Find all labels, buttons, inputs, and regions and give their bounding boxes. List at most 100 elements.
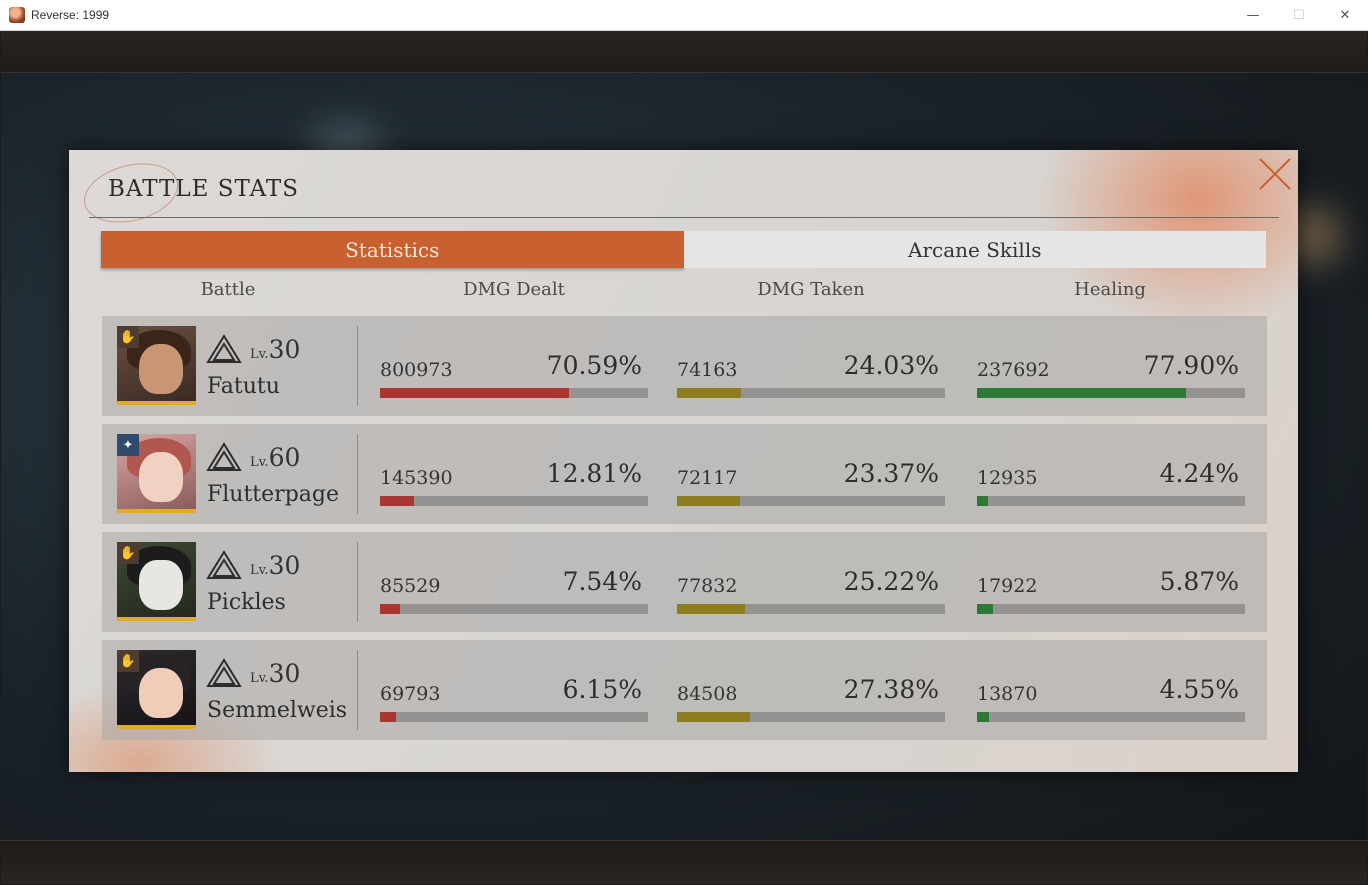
star-icon: ✦ xyxy=(117,434,139,456)
dmg-taken-bar xyxy=(677,496,945,506)
healing-stat: 13870 4.55% xyxy=(977,675,1245,725)
title-divider xyxy=(89,217,1279,218)
level-label: Lv.30 xyxy=(250,551,300,580)
dmg-dealt-stat: 800973 70.59% xyxy=(380,351,648,401)
row-divider xyxy=(357,434,358,514)
healing-stat: 17922 5.87% xyxy=(977,567,1245,617)
row-divider xyxy=(357,650,358,730)
hand-icon: ✋ xyxy=(117,542,139,564)
dmg-dealt-bar-fill xyxy=(380,712,397,722)
column-header-battle: Battle xyxy=(200,279,256,300)
dmg-taken-bar xyxy=(677,604,945,614)
portrait-art xyxy=(139,560,183,610)
tab-statistics[interactable]: Statistics xyxy=(101,231,684,268)
level-prefix: Lv. xyxy=(250,563,269,578)
dmg-dealt-value: 85529 xyxy=(380,575,441,597)
healing-percent: 77.90% xyxy=(1143,351,1239,380)
character-row: ✋ Lv.30 Fatutu 800973 70.59% 74163 24.03… xyxy=(102,316,1267,416)
healing-bar-fill xyxy=(977,496,989,506)
row-divider xyxy=(357,542,358,622)
healing-percent: 5.87% xyxy=(1159,567,1239,596)
dmg-dealt-stat: 69793 6.15% xyxy=(380,675,648,725)
rank-icon xyxy=(206,550,242,579)
healing-value: 13870 xyxy=(977,683,1038,705)
character-name: Fatutu xyxy=(207,374,280,399)
column-header-dmg-taken: DMG Taken xyxy=(757,279,865,300)
level-label: Lv.30 xyxy=(250,659,300,688)
tab-arcane-skills[interactable]: Arcane Skills xyxy=(683,231,1266,268)
level-value: 30 xyxy=(268,335,301,364)
dmg-taken-stat: 84508 27.38% xyxy=(677,675,945,725)
character-name: Flutterpage xyxy=(207,482,339,507)
dmg-dealt-stat: 85529 7.54% xyxy=(380,567,648,617)
dmg-dealt-stat: 145390 12.81% xyxy=(380,459,648,509)
healing-value: 17922 xyxy=(977,575,1038,597)
portrait-art xyxy=(139,344,183,394)
level-value: 30 xyxy=(268,551,301,580)
healing-percent: 4.55% xyxy=(1159,675,1239,704)
healing-value: 237692 xyxy=(977,359,1050,381)
rank-icon xyxy=(206,658,242,687)
minimize-button[interactable]: — xyxy=(1246,8,1260,23)
character-name: Semmelweis xyxy=(207,698,348,723)
dmg-taken-stat: 77832 25.22% xyxy=(677,567,945,617)
level-prefix: Lv. xyxy=(250,455,269,470)
dmg-dealt-percent: 6.15% xyxy=(562,675,642,704)
maximize-button[interactable]: ☐ xyxy=(1293,8,1305,23)
dmg-taken-value: 77832 xyxy=(677,575,738,597)
character-row: ✋ Lv.30 Semmelweis 69793 6.15% 84508 27.… xyxy=(102,640,1267,740)
character-portrait[interactable]: ✋ xyxy=(117,542,196,621)
dmg-taken-bar-fill xyxy=(677,496,740,506)
level-label: Lv.30 xyxy=(250,335,300,364)
healing-percent: 4.24% xyxy=(1159,459,1239,488)
rank-icon xyxy=(206,334,242,363)
character-portrait[interactable]: ✦ xyxy=(117,434,196,513)
dmg-dealt-bar-fill xyxy=(380,388,570,398)
hand-icon: ✋ xyxy=(117,326,139,348)
character-portrait[interactable]: ✋ xyxy=(117,326,196,405)
panel-title: BATTLE STATS xyxy=(108,176,300,202)
healing-bar xyxy=(977,496,1245,506)
character-row: ✦ Lv.60 Flutterpage 145390 12.81% 72117 … xyxy=(102,424,1267,524)
dmg-dealt-percent: 7.54% xyxy=(562,567,642,596)
window-controls: — ☐ ✕ xyxy=(1230,0,1368,31)
rank-icon xyxy=(206,442,242,471)
dmg-taken-percent: 23.37% xyxy=(843,459,939,488)
dmg-taken-stat: 72117 23.37% xyxy=(677,459,945,509)
healing-stat: 12935 4.24% xyxy=(977,459,1245,509)
level-value: 60 xyxy=(268,443,301,472)
dmg-dealt-value: 69793 xyxy=(380,683,441,705)
column-header-healing: Healing xyxy=(1074,279,1146,300)
dmg-dealt-bar-fill xyxy=(380,496,415,506)
dmg-taken-bar-fill xyxy=(677,712,751,722)
portrait-art xyxy=(139,668,183,718)
character-portrait[interactable]: ✋ xyxy=(117,650,196,729)
dmg-taken-percent: 27.38% xyxy=(843,675,939,704)
dmg-taken-bar xyxy=(677,712,945,722)
dmg-dealt-bar xyxy=(380,712,648,722)
level-label: Lv.60 xyxy=(250,443,300,472)
healing-bar-fill xyxy=(977,388,1186,398)
hand-icon: ✋ xyxy=(117,650,139,672)
healing-stat: 237692 77.90% xyxy=(977,351,1245,401)
dmg-dealt-percent: 70.59% xyxy=(546,351,642,380)
dmg-dealt-value: 145390 xyxy=(380,467,453,489)
character-name: Pickles xyxy=(207,590,286,615)
healing-bar xyxy=(977,712,1245,722)
healing-value: 12935 xyxy=(977,467,1038,489)
level-prefix: Lv. xyxy=(250,671,269,686)
dmg-taken-percent: 25.22% xyxy=(843,567,939,596)
healing-bar xyxy=(977,388,1245,398)
close-icon[interactable] xyxy=(1257,156,1293,192)
bottom-frame xyxy=(1,840,1367,884)
tab-bar: Statistics Arcane Skills xyxy=(101,231,1266,268)
dmg-taken-bar-fill xyxy=(677,388,742,398)
dmg-dealt-bar xyxy=(380,604,648,614)
window-titlebar: Reverse: 1999 — ☐ ✕ xyxy=(0,0,1368,31)
dmg-dealt-bar-fill xyxy=(380,604,401,614)
level-value: 30 xyxy=(268,659,301,688)
battle-stats-panel: BATTLE STATS Statistics Arcane Skills Ba… xyxy=(69,150,1298,772)
window-close-button[interactable]: ✕ xyxy=(1339,8,1351,23)
app-icon xyxy=(9,7,25,23)
character-row: ✋ Lv.30 Pickles 85529 7.54% 77832 25.22%… xyxy=(102,532,1267,632)
